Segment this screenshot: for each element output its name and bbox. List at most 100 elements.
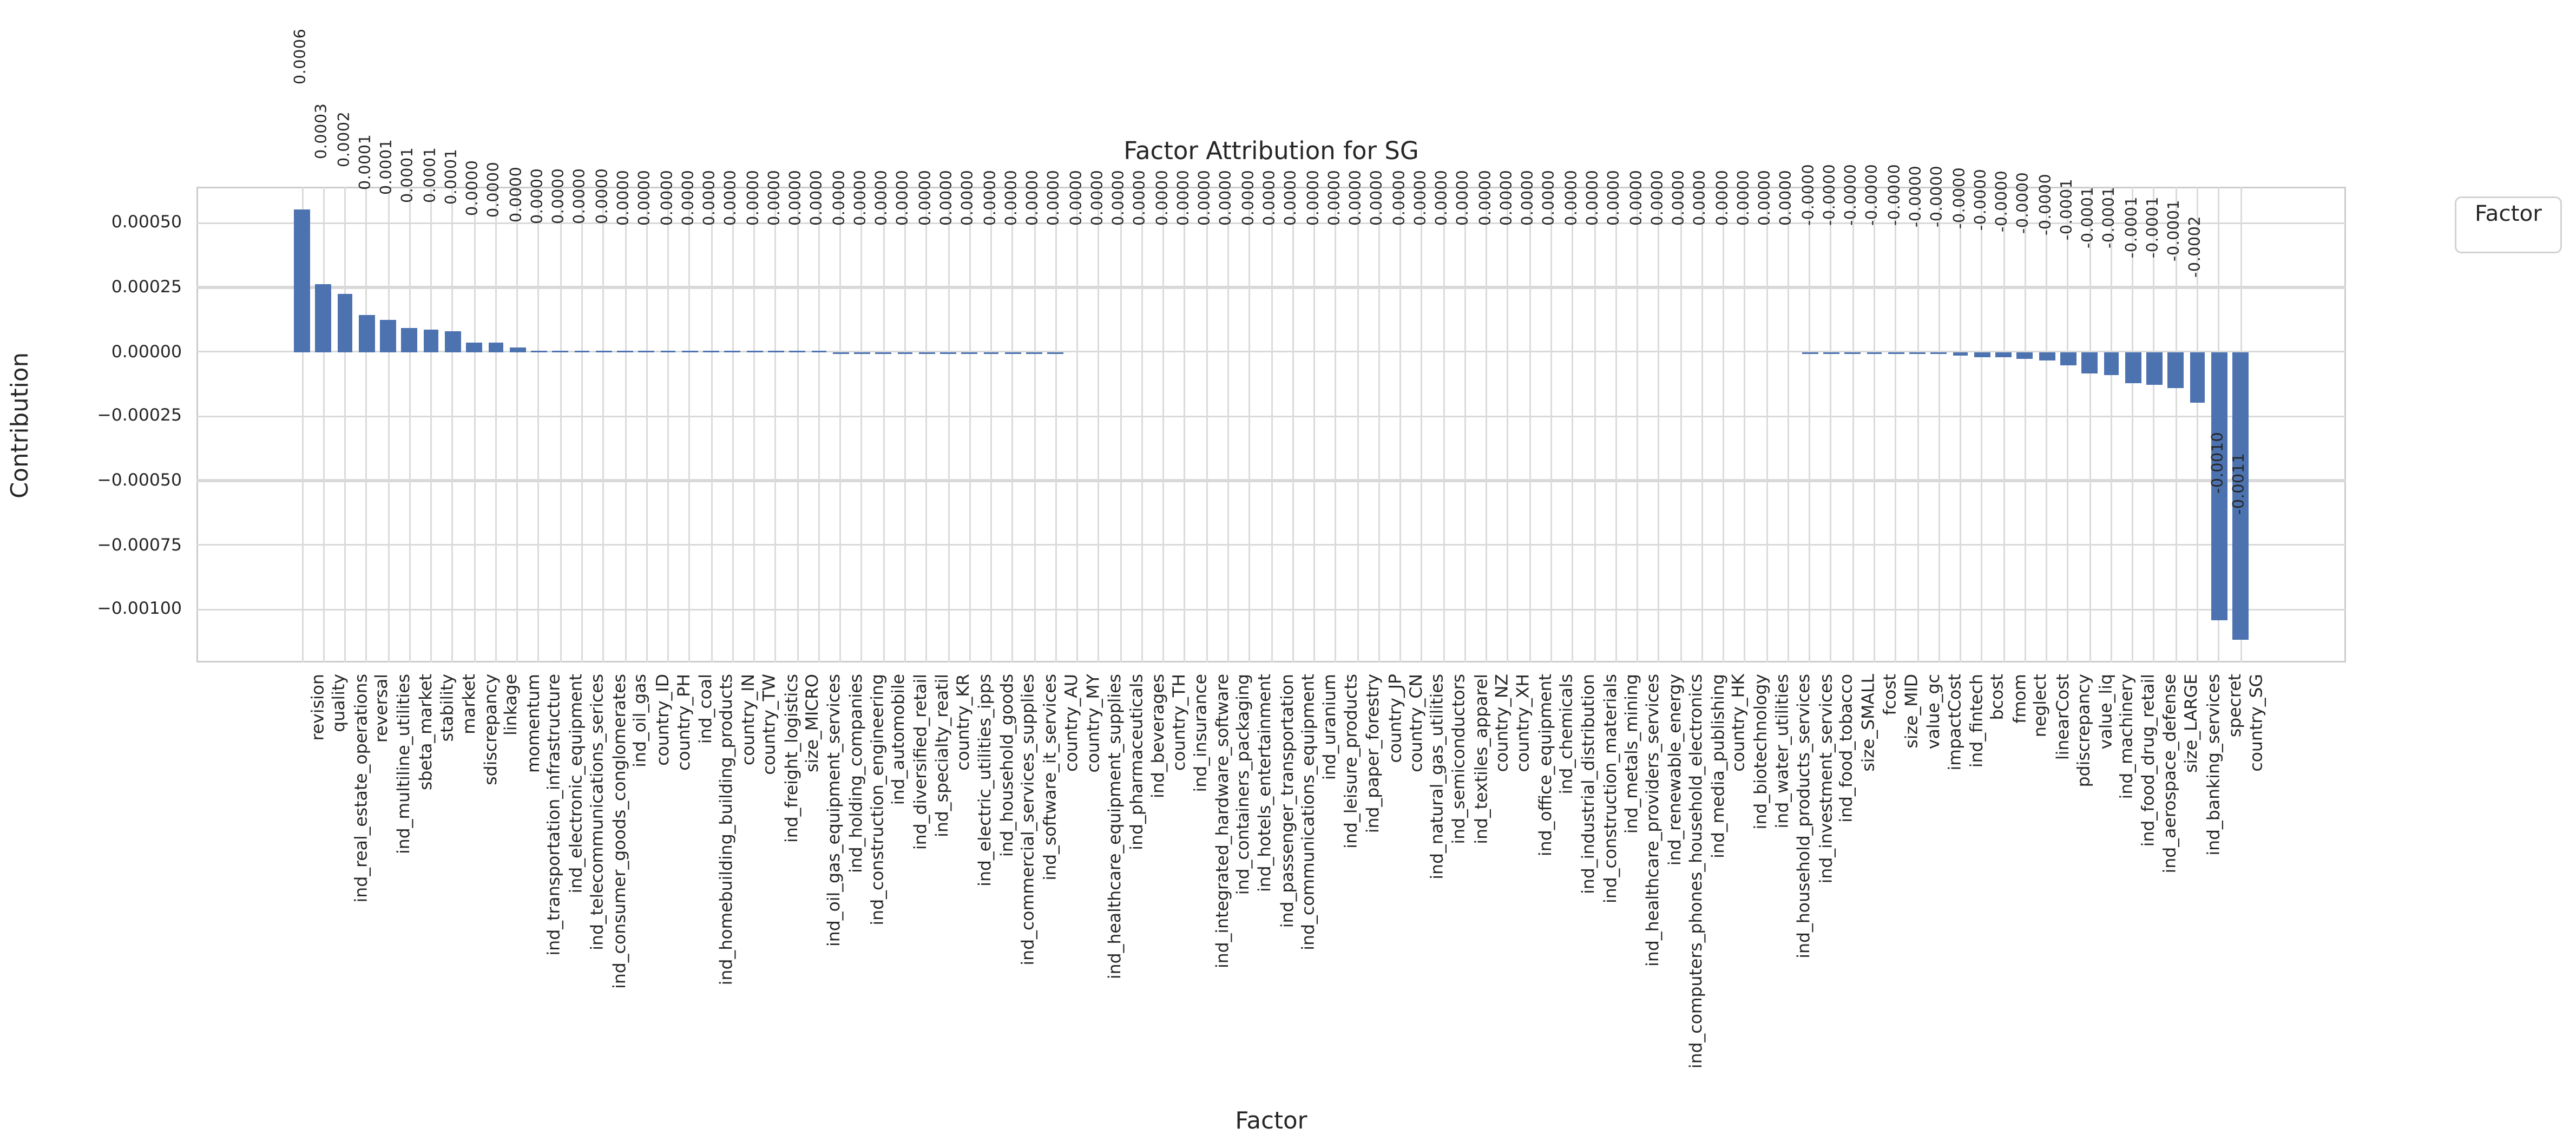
bar-value-label: -0.0000	[1864, 164, 1883, 226]
bar-value-label: 0.0000	[507, 166, 525, 222]
x-tick-label: ind_freight_logistics	[782, 674, 802, 843]
bar-value-label: -0.0000	[1972, 169, 1990, 231]
x-tick-label: ind_food_tobacco	[1837, 674, 1857, 823]
x-gridline	[646, 187, 648, 663]
bar-value-label: 0.0000	[1606, 169, 1624, 226]
bar-value-label: 0.0000	[1498, 169, 1516, 226]
x-gridline	[1184, 187, 1186, 663]
chart-title: Factor Attribution for SG	[1123, 136, 1419, 166]
bar-value-label: 0.0000	[1110, 169, 1129, 226]
bar-value-label: 0.0000	[550, 168, 569, 225]
bar-value-label: 0.0000	[1671, 169, 1689, 226]
x-gridline	[1055, 187, 1057, 663]
x-tick-label: ind_oil_gas	[632, 674, 651, 768]
bar-value-label: 0.0000	[1326, 169, 1344, 226]
x-tick-label: ind_healthcare_equipment_supplies	[1105, 674, 1125, 980]
x-tick-label: country_PH	[674, 674, 694, 771]
bar-value-label: 0.0000	[594, 169, 612, 225]
x-gridline	[1399, 187, 1402, 663]
x-gridline	[301, 187, 303, 663]
x-tick-label: ind_homebuilding_building_products	[718, 674, 738, 986]
x-tick-label: revision	[308, 674, 328, 742]
bar-value-label: 0.0000	[809, 169, 827, 226]
x-tick-label: ind_machinery	[2118, 674, 2138, 800]
bar-value-label: 0.0000	[1024, 169, 1043, 226]
bar-value-label: 0.0000	[1412, 169, 1430, 226]
x-gridline	[1572, 187, 1574, 663]
x-gridline	[495, 187, 497, 663]
x-tick-label: value_liq	[2096, 674, 2116, 750]
bar-value-label: 0.0000	[572, 168, 590, 225]
x-tick-label: ind_communications_equipment	[1299, 674, 1319, 951]
bar-value-label: -0.0000	[1929, 166, 1947, 228]
x-gridline	[365, 187, 367, 663]
bar	[488, 343, 504, 352]
x-gridline	[796, 187, 798, 663]
x-tick-label: ind_automobile	[890, 674, 910, 806]
bar-value-label: -0.0000	[1886, 165, 1904, 227]
x-gridline	[2046, 187, 2048, 663]
bar-value-label: -0.0010	[2209, 431, 2227, 494]
x-gridline	[602, 187, 604, 663]
x-gridline	[688, 187, 691, 663]
x-tick-label: ind_commercial_services_supplies	[1019, 674, 1039, 966]
x-gridline	[839, 187, 842, 663]
x-gridline	[1679, 187, 1681, 663]
x-gridline	[452, 187, 454, 663]
bar-value-label: 0.0001	[443, 148, 461, 205]
x-tick-label: country_AU	[1062, 674, 1082, 772]
bar-value-label: 0.0000	[1003, 169, 1021, 226]
bar	[789, 351, 806, 352]
x-gridline	[1248, 187, 1251, 663]
x-tick-label: ind_fintech	[1967, 674, 1987, 769]
x-gridline	[2196, 187, 2198, 663]
x-tick-label: country_CN	[1407, 674, 1427, 773]
x-gridline	[2153, 187, 2156, 663]
x-tick-label: ind_software_it_services	[1041, 674, 1061, 881]
x-gridline	[732, 187, 734, 663]
x-tick-label: ind_aerospace_defense	[2160, 674, 2180, 874]
x-tick-label: ind_water_utilities	[1773, 674, 1793, 829]
bar	[358, 316, 375, 352]
x-gridline	[969, 187, 971, 663]
bar	[2017, 351, 2033, 360]
bar	[2081, 351, 2098, 375]
x-gridline	[1335, 187, 1337, 663]
x-gridline	[344, 187, 346, 663]
bar	[639, 351, 655, 352]
bar-value-label: 0.0000	[1197, 169, 1215, 226]
x-gridline	[710, 187, 712, 663]
x-tick-label: ind_textiles_apparel	[1471, 674, 1491, 845]
bar-value-label: 0.0000	[1563, 169, 1581, 226]
x-axis-label: Factor	[1235, 1109, 1307, 1135]
x-gridline	[1356, 187, 1358, 663]
x-gridline	[2002, 187, 2005, 663]
x-gridline	[1744, 187, 1746, 663]
x-tick-label: neglect	[2032, 674, 2052, 738]
bar	[509, 348, 525, 352]
x-tick-label: country_TH	[1170, 674, 1190, 772]
bar	[2060, 351, 2076, 366]
x-tick-label: ind_diversified_retail	[911, 674, 931, 851]
x-tick-label: ind_healthcare_providers_services	[1644, 674, 1664, 967]
bar	[2103, 351, 2119, 375]
bar-value-label: 0.0000	[938, 169, 956, 226]
x-gridline	[818, 187, 820, 663]
x-tick-label: ind_containers_packaging	[1234, 674, 1254, 896]
x-gridline	[1529, 187, 1531, 663]
bar-value-label: 0.0000	[766, 169, 784, 226]
x-tick-label: quality	[330, 674, 350, 733]
x-tick-label: country_NZ	[1493, 674, 1513, 773]
x-gridline	[1313, 187, 1316, 663]
x-tick-label: linearCost	[2053, 674, 2073, 761]
bar	[531, 350, 547, 352]
bar	[1909, 351, 1926, 353]
x-gridline	[1270, 187, 1272, 663]
bar-value-label: 0.0000	[486, 161, 504, 217]
bar-value-label: 0.0000	[1175, 169, 1193, 226]
x-tick-label: ind_pharmaceuticals	[1127, 674, 1147, 851]
legend-box: Factor	[2455, 196, 2562, 253]
x-tick-label: ind_semiconductors	[1450, 674, 1470, 845]
x-gridline	[667, 187, 669, 663]
bar-value-label: 0.0002	[335, 111, 353, 168]
